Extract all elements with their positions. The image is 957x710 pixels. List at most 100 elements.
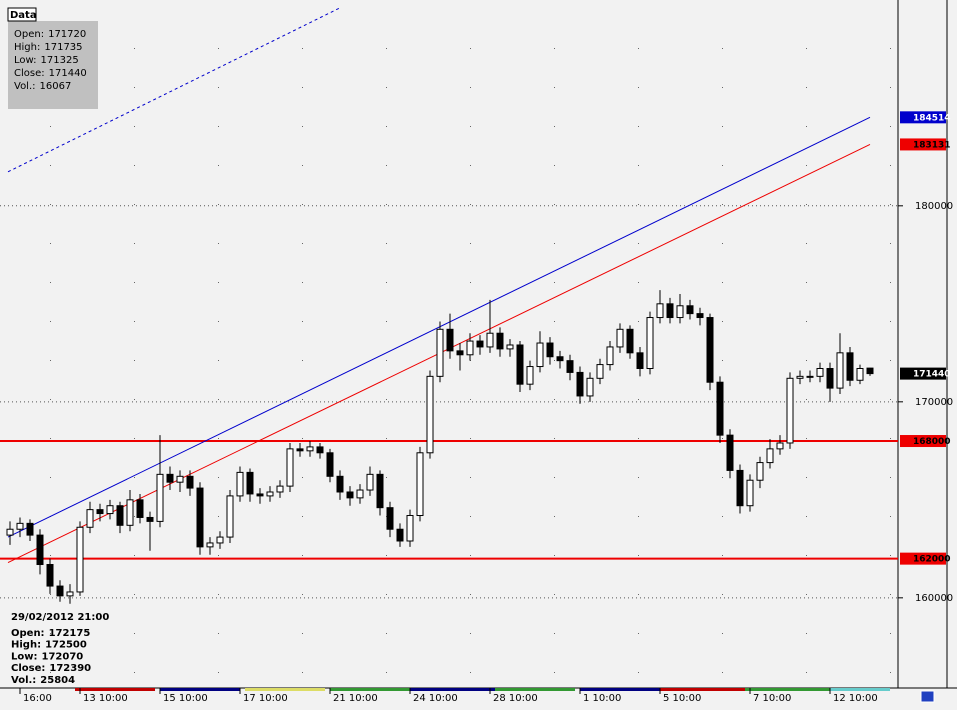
grid-dot [302,243,303,244]
info-row: Vol.: 16067 [14,81,71,92]
candle-body [686,305,694,315]
candle-body [46,564,54,587]
grid-dot [554,360,555,361]
grid-dot [470,321,471,322]
grid-dot [470,516,471,517]
grid-dot [50,438,51,439]
candle-body [516,344,524,385]
strip [660,688,745,691]
grid-dot [386,87,387,88]
candle-body [376,473,384,509]
grid-dot [50,633,51,634]
candle-body [146,516,154,522]
candle-body [336,475,344,493]
time-strip [75,688,890,691]
grid-dot [722,204,723,205]
grid-dot [554,555,555,556]
strip [160,688,240,691]
info-value: 16067 [40,81,72,92]
grid-dot [50,126,51,127]
grid-dot [722,633,723,634]
grid-dot [218,48,219,49]
info-value: 171440 [49,68,87,79]
candle-body [636,352,644,370]
candle-body [626,328,634,354]
grid-dot [638,516,639,517]
grid-dot [638,87,639,88]
grid-dot [134,321,135,322]
candle-body [66,591,74,597]
grid-dot [554,165,555,166]
grid-dot [638,672,639,673]
grid-dot [806,399,807,400]
grid-dot [806,633,807,634]
grid-dot [806,243,807,244]
grid-dot [134,204,135,205]
candle-body [576,371,584,397]
grid-dot [806,282,807,283]
grid-dot [134,243,135,244]
grid-dot [302,516,303,517]
strip [830,688,890,691]
grid-dot [50,399,51,400]
candle-body [226,495,234,538]
candle-body [356,489,364,499]
candle-body [456,350,464,356]
info-row: Vol.: 25804 [11,675,75,686]
cursor-time: 29/02/2012 21:00 [11,612,109,623]
grid-dot [218,555,219,556]
grid-dot [134,126,135,127]
candle-body [506,344,514,350]
candle-body [406,515,414,542]
price-label-bg [900,138,946,151]
candle-body [276,485,284,493]
candle-body [96,509,104,515]
grid-dot [722,321,723,322]
grid-dot [218,672,219,673]
scroll-button[interactable] [920,690,935,703]
candle-body [256,493,264,497]
grid-dot [302,48,303,49]
grid-dot [470,126,471,127]
grid-dot [302,126,303,127]
grid-dot [50,594,51,595]
price-label: 183131 [913,140,951,150]
grid-dot [302,672,303,673]
candle-body [396,528,404,542]
grid-dot [386,243,387,244]
grid-dot [134,516,135,517]
y-tick-label: 170000 [915,397,953,408]
strip [580,688,660,691]
candle-body [416,452,424,517]
info-value: 25804 [40,675,75,686]
strip [245,688,325,691]
candle-body [386,507,394,530]
grid-dot [134,399,135,400]
candle-body [556,356,564,362]
grid-dot [806,204,807,205]
candle-body [666,303,674,319]
info-label: Close: [11,663,45,674]
candle-body [326,452,334,477]
grid-dot [638,321,639,322]
grid-dot [470,594,471,595]
grid-dot [50,477,51,478]
grid-dot [386,672,387,673]
grid-dot [554,126,555,127]
info-row: Open: 171720 [14,29,86,40]
grid-dot [470,204,471,205]
grid-dot [134,555,135,556]
info-row: Close: 172390 [11,663,91,674]
strip [495,688,575,691]
candle-body [786,377,794,444]
candle-body [306,446,314,452]
info-row: Open: 172175 [11,628,90,639]
grid-dot [50,321,51,322]
grid-dot [554,48,555,49]
grid-dot [890,477,891,478]
grid-dot [134,360,135,361]
x-tick-label: 28 10:00 [493,693,538,704]
grid-dot [638,165,639,166]
grid-dot [386,48,387,49]
